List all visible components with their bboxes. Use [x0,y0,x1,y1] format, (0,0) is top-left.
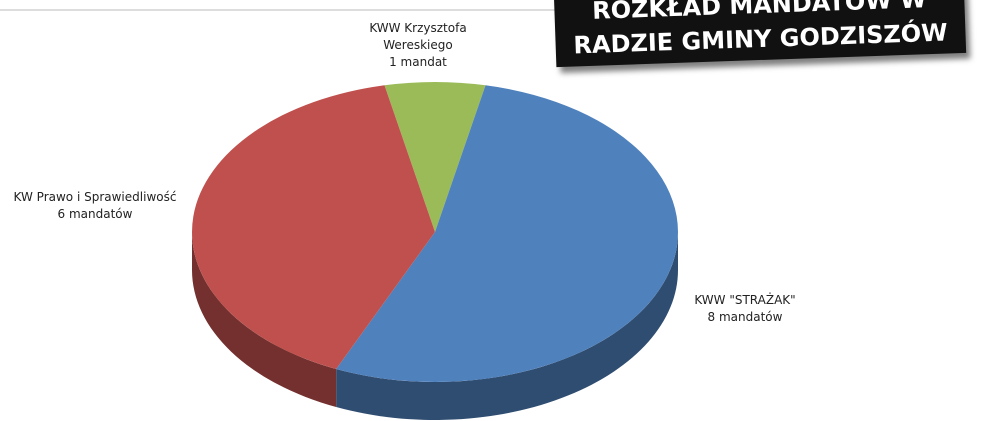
pie-tops [191,82,678,382]
slice-side [336,232,678,420]
pie-sides [192,232,678,420]
slice-label: KWW "STRAŻAK" 8 mandatów [694,292,795,326]
slice-side [192,232,337,408]
category-label: KWW Krzysztofa Wereskiego [369,21,467,52]
slice [336,85,678,382]
value-label: 8 mandatów [707,310,783,324]
value-label: 6 mandatów [57,207,133,221]
slice [191,85,435,370]
slice-label: KWW Krzysztofa Wereskiego 1 mandat [363,20,473,71]
category-label: KW Prawo i Sprawiedliwość [13,190,177,204]
value-label: 1 mandat [389,55,447,69]
slice-label: KW Prawo i Sprawiedliwość 6 mandatów [14,189,177,223]
category-label: KWW "STRAŻAK" [694,293,796,307]
slice [384,82,486,232]
